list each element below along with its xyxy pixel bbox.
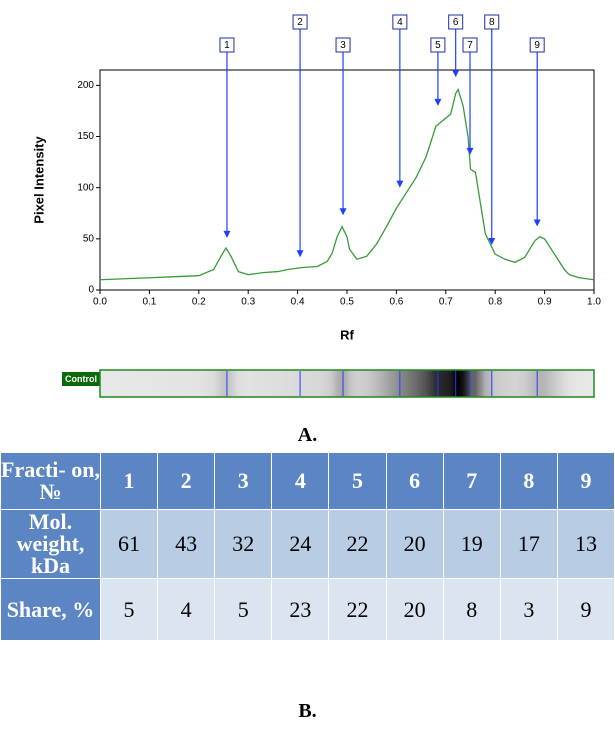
marker-arrowhead — [339, 208, 347, 216]
marker-box — [529, 37, 545, 53]
table-cell: 7 — [442, 452, 501, 510]
marker-label: 4 — [397, 17, 403, 28]
marker-arrowhead — [434, 98, 442, 106]
table-cell: 8 — [499, 452, 558, 510]
gel-label-box — [62, 372, 100, 386]
table-cell: 23 — [271, 578, 330, 641]
marker-label: 1 — [224, 40, 230, 51]
table-cell: 13 — [556, 509, 615, 579]
caption-a: A. — [297, 424, 318, 446]
table-cell: 20 — [385, 578, 444, 641]
marker-box — [430, 37, 446, 53]
table-cell: 5 — [99, 578, 159, 641]
table-cell: 5 — [328, 452, 387, 510]
x-tick-label: 0.8 — [488, 297, 502, 308]
marker-label: 7 — [467, 40, 473, 51]
marker-box — [335, 37, 351, 53]
marker-box — [484, 14, 500, 30]
table-cell: 6 — [385, 452, 444, 510]
marker-label: 3 — [340, 40, 346, 51]
table-cell: Fracti- on, № — [0, 452, 101, 510]
table-cell: Mol. weight, kDa — [0, 509, 101, 579]
table-cell: 3 — [499, 578, 558, 641]
gel-strip — [99, 369, 595, 398]
plot-frame — [99, 69, 595, 291]
table-cell: 2 — [157, 452, 216, 510]
x-tick-label: 0.1 — [142, 297, 156, 308]
x-tick-label: 0.7 — [439, 297, 453, 308]
marker-label: 5 — [435, 40, 441, 51]
table-cell: 32 — [214, 509, 273, 579]
marker-arrowhead — [533, 219, 541, 227]
table-cell: 61 — [99, 509, 159, 579]
x-tick-label: 0.3 — [241, 297, 255, 308]
marker-arrowhead — [488, 237, 496, 245]
marker-arrowhead — [396, 180, 404, 188]
marker-box — [448, 14, 464, 30]
x-tick-label: 0.4 — [291, 297, 305, 308]
table-cell: 8 — [442, 578, 501, 641]
table-cell: 17 — [499, 509, 558, 579]
table-cell: 19 — [442, 509, 501, 579]
table-cell: 4 — [157, 578, 216, 641]
table-row: Mol. weight, kDa 61 43 32 24 22 20 19 17 13 — [0, 509, 615, 579]
table-row: Share, % 5 4 5 23 22 20 8 3 9 — [0, 578, 615, 641]
marker-arrowhead — [296, 250, 304, 258]
marker-label: 2 — [297, 17, 303, 28]
chart: Pixel Intensity Rf Control 0 50 100 150 200 0… — [31, 14, 601, 398]
table-cell: 9 — [556, 452, 615, 510]
table-cell: 3 — [214, 452, 273, 510]
table-cell: 20 — [385, 509, 444, 579]
x-tick-label: 0.9 — [538, 297, 552, 308]
table-cell: Share, % — [0, 578, 101, 641]
x-tick-label: 0.2 — [192, 297, 206, 308]
marker-label: 6 — [453, 17, 459, 28]
y-tick-label: 50 — [83, 233, 95, 244]
table-row: Fracti- on, № 1 2 3 4 5 6 7 8 9 — [0, 452, 615, 510]
table-cell: 43 — [157, 509, 216, 579]
marker-label: 8 — [489, 17, 495, 28]
marker-box — [219, 37, 235, 53]
gel-label: Control — [65, 374, 97, 384]
y-tick-label: 200 — [77, 80, 94, 91]
marker-box — [392, 14, 408, 30]
marker-label: 9 — [534, 40, 540, 51]
marker-arrowhead — [466, 147, 474, 155]
y-tick-label: 150 — [77, 131, 94, 142]
table-cell: 22 — [328, 578, 387, 641]
caption-b: B. — [298, 700, 317, 722]
marker-box — [462, 37, 478, 53]
y-tick-label: 100 — [77, 182, 94, 193]
table-cell: 1 — [99, 452, 159, 510]
table-cell: 5 — [214, 578, 273, 641]
x-tick-label: 0.6 — [389, 297, 403, 308]
x-tick-label: 0.0 — [93, 297, 107, 308]
table-cell: 24 — [271, 509, 330, 579]
table-cell: 9 — [556, 578, 615, 641]
x-tick-label: 1.0 — [587, 297, 601, 308]
y-tick-label: 0 — [88, 285, 94, 296]
table-cell: 4 — [271, 452, 330, 510]
table-cell: 22 — [328, 509, 387, 579]
marker-arrowhead — [452, 70, 460, 78]
data-table: Fracti- on, № 1 2 3 4 5 6 7 8 9 Mol. weight, kDa 61… — [0, 452, 615, 641]
x-axis-label: Rf — [340, 327, 354, 342]
marker-arrowhead — [223, 230, 231, 238]
line-series — [99, 87, 595, 281]
marker-box — [292, 14, 308, 30]
y-axis-label: Pixel Intensity — [31, 136, 46, 224]
x-tick-label: 0.5 — [340, 297, 354, 308]
